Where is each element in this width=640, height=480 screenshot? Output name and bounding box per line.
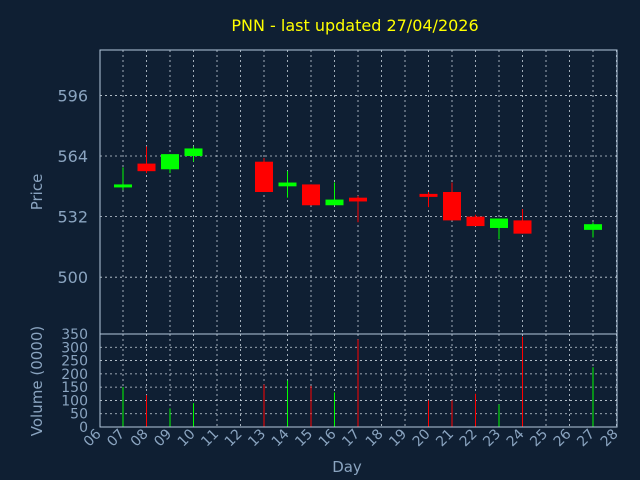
- price-tick-label: 532: [57, 208, 88, 227]
- volume-tick-label: 300: [61, 340, 88, 356]
- candle-body: [255, 161, 273, 192]
- volume-tick-label: 100: [61, 393, 88, 409]
- volume-axis-label: Volume (0000): [28, 326, 46, 436]
- volume-tick-label: 200: [61, 367, 88, 383]
- candle-body: [325, 199, 344, 206]
- price-tick-label: 500: [57, 268, 88, 287]
- volume-tick-label: 150: [61, 380, 88, 396]
- candle-body: [419, 193, 438, 197]
- candle-body: [114, 184, 132, 188]
- volume-tick-label: 250: [61, 354, 88, 370]
- candle-body: [443, 192, 461, 221]
- chart-title: PNN - last updated 27/04/2026: [231, 16, 478, 35]
- candlestick-series: [114, 146, 602, 240]
- price-axis-label: Price: [28, 174, 46, 211]
- candle-body: [278, 182, 297, 187]
- price-tick-label: 596: [57, 86, 88, 105]
- candle-body: [302, 184, 320, 206]
- volume-bars: [122, 336, 594, 427]
- candle-body: [466, 216, 485, 227]
- volume-tick-label: 350: [61, 327, 88, 343]
- candle-body: [349, 197, 367, 202]
- candle-body: [584, 224, 602, 230]
- price-tick-label: 564: [57, 147, 88, 166]
- volume-panel-frame: [99, 333, 618, 428]
- x-axis-label: Day: [332, 458, 362, 476]
- candle-body: [137, 163, 156, 172]
- candle-body: [513, 220, 532, 234]
- candle-body: [490, 218, 508, 228]
- candle-body: [161, 154, 179, 170]
- volume-tick-label: 0: [79, 420, 88, 436]
- price-tick-labels: 500 532 564 596: [57, 86, 88, 287]
- candle-body: [184, 148, 203, 157]
- day-tick-labels: 06 07 08 09 10 11 12 13 14 15 16 17 18 19 20 21 22 23 24 25…: [81, 426, 622, 450]
- volume-tick-label: 50: [70, 407, 88, 423]
